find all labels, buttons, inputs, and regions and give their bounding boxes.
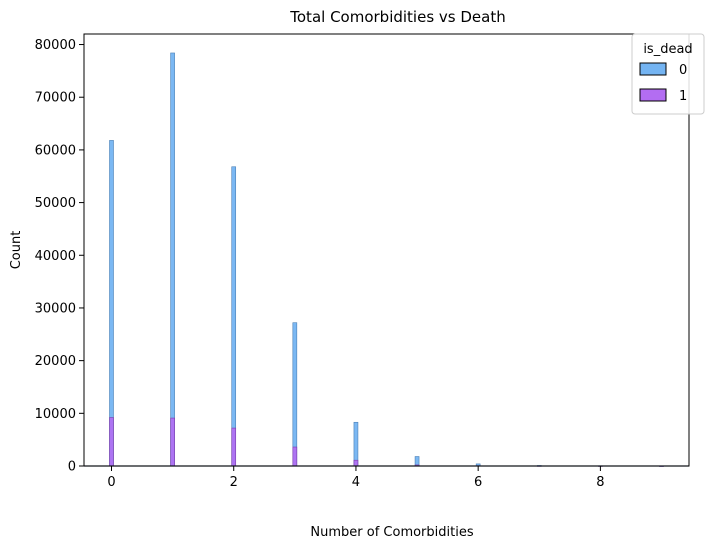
legend-swatch-series-0 [639, 62, 667, 76]
legend-swatch-series-1 [639, 88, 667, 102]
bar-series-1-x-4 [353, 459, 359, 467]
y-axis-label: Count [9, 231, 24, 270]
plot-area: 0 2 4 6 8 0 10000 20000 30000 40000 50000 60000 700… [35, 33, 713, 490]
chart-title: Total Comorbidities vs Death [289, 8, 505, 26]
y-tick-label: 50000 [35, 196, 76, 211]
bar-series-1-x-2 [231, 427, 237, 467]
y-tick-label: 20000 [35, 354, 76, 369]
bar-series-0-x-5 [414, 456, 420, 467]
bar-series-0-x-1 [170, 52, 175, 467]
bar-series-1-x-0 [109, 417, 114, 467]
x-tick-label: 8 [596, 475, 604, 490]
bar-series-0-x-3 [292, 322, 298, 467]
x-tick-label: 6 [474, 475, 482, 490]
legend-label-series-1: 1 [679, 89, 687, 104]
y-tick-label: 30000 [35, 301, 76, 316]
y-tick-label: 0 [68, 460, 76, 475]
plot-frame [84, 34, 713, 466]
bar-series-0-x-2 [231, 166, 237, 467]
bar-series-0-x-4 [353, 421, 359, 467]
legend-title: is_dead [643, 42, 692, 57]
x-tick-label: 4 [352, 475, 360, 490]
axes-frame [83, 33, 690, 467]
bar-series-1-x-1 [170, 417, 175, 467]
x-axis-label: Number of Comorbidities [310, 525, 473, 540]
y-tick-label: 10000 [35, 407, 76, 422]
x-tick-label: 2 [230, 475, 238, 490]
bars [84, 52, 689, 467]
legend-label-series-0: 0 [679, 63, 687, 78]
axes-border [83, 33, 690, 467]
x-tick-label: 0 [107, 475, 115, 490]
bar-series-0-x-0 [109, 140, 114, 467]
bar-series-1-x-3 [292, 446, 298, 467]
legend: is_dead 0 1 [631, 33, 705, 115]
y-tick-label: 70000 [35, 91, 76, 106]
y-tick-label: 40000 [35, 249, 76, 264]
y-tick-label: 60000 [35, 143, 76, 158]
x-axis-ticks: 0 2 4 6 8 [107, 466, 605, 490]
y-tick-label: 80000 [35, 38, 76, 53]
y-axis-ticks: 0 10000 20000 30000 40000 50000 60000 70000 8000… [35, 38, 84, 475]
